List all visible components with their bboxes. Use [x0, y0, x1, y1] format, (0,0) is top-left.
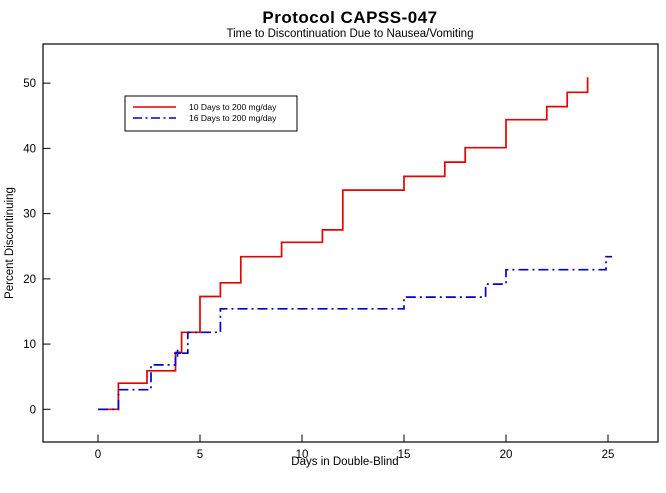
y-tick-label: 40 [23, 143, 36, 155]
y-axis-ticks: 0 10 20 30 40 50 [23, 78, 51, 416]
y-tick-label: 0 [30, 404, 36, 416]
legend-box [124, 95, 298, 132]
legend: 10 Days to 200 mg/day 16 Days to 200 mg/… [124, 95, 298, 132]
legend-label-10-days: 10 Days to 200 mg/day [189, 102, 277, 112]
x-tick-label: 20 [500, 449, 513, 461]
x-tick-label: 10 [296, 449, 309, 461]
legend-label-16-days: 16 Days to 200 mg/day [189, 113, 277, 123]
x-tick-label: 25 [602, 449, 615, 461]
chart-title: Protocol CAPSS-047 [262, 8, 437, 27]
chart-subtitle: Time to Discontinuation Due to Nausea/Vo… [227, 28, 474, 40]
series-step-lines [98, 77, 613, 411]
series-line-16-days [98, 255, 613, 411]
y-tick-label: 30 [23, 209, 36, 221]
y-tick-label: 10 [23, 339, 36, 351]
x-axis-title: Days in Double-Blind [291, 456, 398, 468]
censor-marks [174, 349, 182, 357]
x-tick-label: 15 [398, 449, 411, 461]
x-axis-ticks: 0 5 10 15 20 25 [95, 434, 615, 461]
x-tick-label: 0 [95, 449, 101, 461]
x-tick-label: 5 [197, 449, 203, 461]
y-tick-label: 20 [23, 274, 36, 286]
plot-frame [42, 43, 659, 443]
y-tick-label: 50 [23, 78, 36, 90]
y-axis-title: Percent Discontinuing [4, 187, 16, 299]
